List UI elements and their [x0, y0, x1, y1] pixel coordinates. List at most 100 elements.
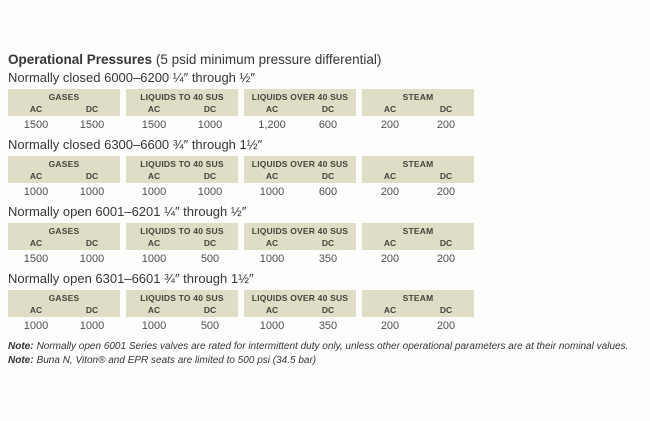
group-values: 1000 1000 [8, 317, 120, 336]
col-header-dc: DC [203, 104, 217, 114]
value-ac: 200 [380, 320, 400, 332]
group-header-band: GASES AC DC [8, 223, 120, 250]
group-values: 200 200 [362, 183, 474, 202]
section-subtitle: Normally closed 6300–6600 ¾″ through 1½″ [8, 137, 263, 152]
footnote-seat-limit: Note: Buna N, Viton® and EPR seats are li… [8, 354, 644, 368]
pressure-table: GASES AC DC 1000 1000 LIQUIDS TO 40 SUS AC… [8, 156, 475, 202]
pressure-group-liquids-over-40: LIQUIDS OVER 40 SUS AC DC 1000 350 [244, 290, 356, 336]
pressure-group-liquids-over-40: LIQUIDS OVER 40 SUS AC DC 1,200 600 [244, 89, 356, 135]
group-label: LIQUIDS TO 40 SUS [140, 159, 224, 169]
group-subheaders: AC DC [362, 305, 474, 315]
group-subheaders: AC DC [126, 305, 238, 315]
note-label: Note: [8, 341, 34, 352]
col-header-ac: AC [29, 171, 43, 181]
group-header-band: GASES AC DC [8, 89, 120, 116]
col-header-ac: AC [265, 171, 279, 181]
value-dc: 200 [436, 186, 456, 198]
group-values: 1000 500 [126, 317, 238, 336]
value-dc: 350 [318, 253, 338, 265]
section-subtitle: Normally closed 6000–6200 ¼″ through ½″ [8, 70, 255, 85]
value-dc: 1500 [79, 119, 105, 131]
col-header-ac: AC [147, 238, 161, 248]
col-header-ac: AC [29, 238, 43, 248]
value-dc: 500 [200, 253, 220, 265]
page-title-qualifier: (5 psid minimum pressure differential) [152, 52, 382, 67]
group-label: GASES [48, 226, 80, 236]
value-dc: 500 [200, 320, 220, 332]
group-header-band: LIQUIDS TO 40 SUS AC DC [126, 89, 238, 116]
group-subheaders: AC DC [244, 238, 356, 248]
group-header-band: LIQUIDS OVER 40 SUS AC DC [244, 290, 356, 317]
col-header-dc: DC [439, 238, 453, 248]
group-subheaders: AC DC [8, 171, 120, 181]
col-header-ac: AC [383, 238, 397, 248]
group-values: 1000 500 [126, 250, 238, 269]
value-dc: 1000 [79, 320, 105, 332]
group-label: LIQUIDS OVER 40 SUS [251, 226, 349, 236]
note-label: Note: [8, 354, 34, 366]
col-header-dc: DC [85, 238, 99, 248]
col-header-ac: AC [265, 238, 279, 248]
group-subheaders: AC DC [126, 171, 238, 181]
col-header-dc: DC [203, 305, 217, 315]
pressure-group-gases: GASES AC DC 1000 1000 [8, 290, 120, 336]
group-label: LIQUIDS OVER 40 SUS [251, 159, 349, 169]
group-header-band: GASES AC DC [8, 156, 120, 183]
group-label: GASES [48, 293, 80, 303]
value-ac: 1500 [23, 119, 49, 131]
group-values: 1,200 600 [244, 116, 356, 135]
value-dc: 200 [436, 320, 456, 332]
pressure-table: GASES AC DC 1000 1000 LIQUIDS TO 40 SUS AC… [8, 290, 475, 336]
group-label: LIQUIDS OVER 40 SUS [251, 293, 349, 303]
group-label: GASES [48, 159, 80, 169]
group-values: 1000 350 [244, 250, 356, 269]
group-subheaders: AC DC [8, 305, 120, 315]
page-title-main: Operational Pressures [8, 52, 153, 67]
note-text: Buna N, Viton® and EPR seats are limited… [36, 354, 317, 366]
value-ac: 200 [380, 119, 400, 131]
group-label: LIQUIDS TO 40 SUS [140, 293, 224, 303]
group-values: 1000 600 [244, 183, 356, 202]
pressure-group-gases: GASES AC DC 1000 1000 [8, 156, 120, 202]
value-dc: 200 [436, 119, 456, 131]
section-subtitle: Normally open 6001–6201 ¼″ through ½″ [8, 204, 247, 219]
pressure-group-steam: STEAM AC DC 200 200 [362, 290, 474, 336]
group-header-band: LIQUIDS OVER 40 SUS AC DC [244, 89, 356, 116]
col-header-dc: DC [85, 104, 99, 114]
group-subheaders: AC DC [244, 104, 356, 114]
section-normally-closed-6000-6200: Normally closed 6000–6200 ¼″ through ½″ … [8, 70, 644, 135]
value-ac: 200 [380, 253, 400, 265]
group-values: 200 200 [362, 317, 474, 336]
group-header-band: STEAM AC DC [362, 290, 474, 317]
value-ac: 1000 [259, 320, 285, 332]
col-header-dc: DC [203, 171, 217, 181]
col-header-ac: AC [383, 305, 397, 315]
group-label: LIQUIDS TO 40 SUS [140, 226, 224, 236]
col-header-ac: AC [383, 171, 397, 181]
group-header-band: LIQUIDS OVER 40 SUS AC DC [244, 223, 356, 250]
pressure-group-liquids-to-40: LIQUIDS TO 40 SUS AC DC 1000 500 [126, 290, 238, 336]
section-subtitle: Normally open 6301–6601 ¾″ through 1½″ [8, 271, 254, 286]
value-ac: 1000 [259, 186, 285, 198]
group-label: STEAM [402, 293, 434, 303]
col-header-dc: DC [203, 238, 217, 248]
value-ac: 200 [380, 186, 400, 198]
value-dc: 1000 [79, 186, 105, 198]
group-values: 200 200 [362, 250, 474, 269]
section-normally-closed-6300-6600: Normally closed 6300–6600 ¾″ through 1½″… [8, 137, 644, 202]
col-header-ac: AC [265, 104, 279, 114]
value-ac: 1000 [141, 320, 167, 332]
group-values: 1500 1000 [126, 116, 238, 135]
pressure-group-liquids-to-40: LIQUIDS TO 40 SUS AC DC 1500 1000 [126, 89, 238, 135]
col-header-dc: DC [321, 305, 335, 315]
group-header-band: STEAM AC DC [362, 156, 474, 183]
footnotes: Note: Normally open 6001 Series valves ar… [8, 340, 644, 367]
group-subheaders: AC DC [8, 104, 120, 114]
value-ac: 1,200 [258, 119, 286, 131]
pressure-group-liquids-to-40: LIQUIDS TO 40 SUS AC DC 1000 1000 [126, 156, 238, 202]
col-header-dc: DC [321, 171, 335, 181]
pressure-group-liquids-over-40: LIQUIDS OVER 40 SUS AC DC 1000 350 [244, 223, 356, 269]
value-dc: 1000 [197, 186, 223, 198]
col-header-dc: DC [321, 104, 335, 114]
group-subheaders: AC DC [362, 238, 474, 248]
